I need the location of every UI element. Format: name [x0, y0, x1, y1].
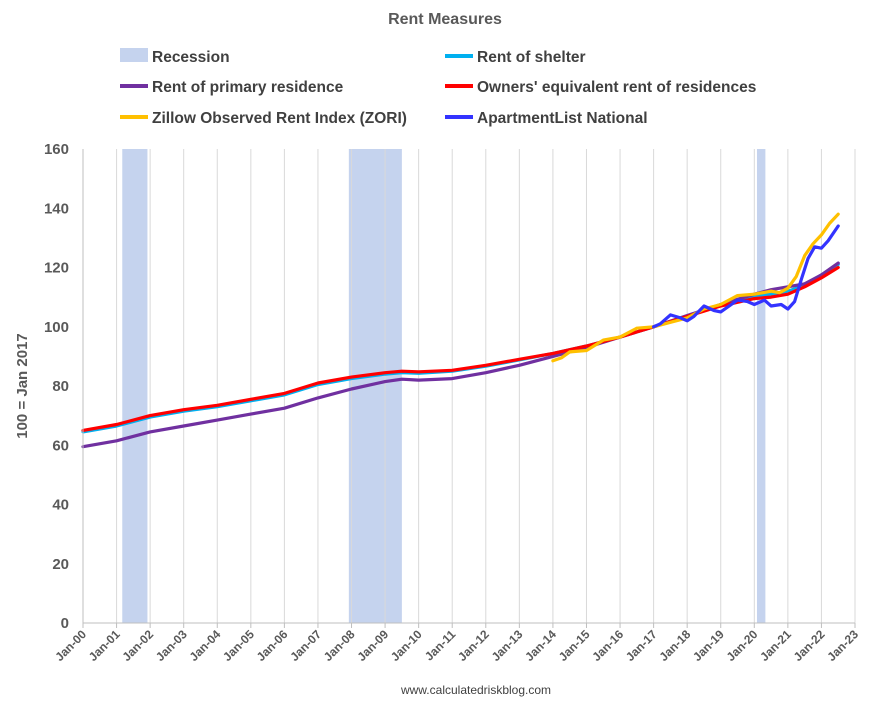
x-tick-label: Jan-05 — [220, 627, 257, 664]
recession-band — [756, 149, 766, 623]
x-tick-label: Jan-15 — [556, 627, 593, 664]
x-tick-label: Jan-20 — [724, 627, 761, 664]
legend-swatch-recession — [120, 48, 148, 62]
series-line-4 — [652, 224, 840, 329]
chart-legend: Recession Rent of shelter Rent of primary … — [120, 48, 756, 127]
series-line-3 — [551, 212, 840, 363]
x-tick-label: Jan-23 — [824, 627, 861, 664]
y-tick-label: 40 — [52, 497, 69, 514]
series-line-1 — [81, 261, 840, 449]
y-tick-label: 100 — [44, 319, 69, 336]
x-tick-label: Jan-17 — [623, 627, 660, 664]
x-tick-label: Jan-03 — [153, 627, 190, 664]
axes — [82, 149, 855, 624]
y-tick-label: 140 — [44, 200, 69, 217]
y-tick-label: 160 — [44, 141, 69, 158]
x-tick-label: Jan-02 — [119, 627, 156, 664]
x-tick-label: Jan-12 — [455, 627, 492, 664]
x-tick-label: Jan-01 — [86, 627, 123, 664]
legend-label: Zillow Observed Rent Index (ZORI) — [152, 110, 407, 127]
vertical-gridlines — [82, 149, 856, 628]
source-credit: www.calculatedriskblog.com — [400, 683, 551, 697]
y-tick-labels: 0 20 40 60 80 100 120 140 160 — [44, 141, 69, 632]
x-tick-label: Jan-19 — [690, 627, 727, 664]
y-tick-label: 0 — [61, 615, 69, 632]
recession-band — [122, 149, 148, 623]
x-tick-label: Jan-13 — [489, 627, 526, 664]
x-tick-label: Jan-09 — [354, 627, 391, 664]
recession-bands — [122, 149, 766, 623]
x-tick-label: Jan-14 — [522, 627, 559, 664]
legend-label: Recession — [152, 49, 230, 66]
x-tick-label: Jan-06 — [254, 627, 291, 664]
x-tick-label: Jan-18 — [657, 627, 694, 664]
x-tick-label: Jan-11 — [422, 627, 459, 664]
y-axis-label: 100 = Jan 2017 — [14, 333, 31, 439]
recession-band — [348, 149, 402, 623]
series-lines — [81, 212, 840, 449]
x-tick-label: Jan-07 — [287, 627, 324, 664]
x-tick-label: Jan-10 — [388, 627, 425, 664]
legend-label: Rent of shelter — [477, 49, 586, 66]
y-tick-label: 80 — [52, 378, 69, 395]
x-tick-label: Jan-00 — [52, 627, 89, 664]
series-line-2 — [81, 265, 840, 432]
legend-label: ApartmentList National — [477, 110, 648, 127]
x-tick-label: Jan-16 — [589, 627, 626, 664]
y-tick-label: 60 — [52, 437, 69, 454]
y-tick-label: 20 — [52, 556, 69, 573]
legend-label: Rent of primary residence — [152, 79, 344, 96]
chart-title: Rent Measures — [388, 11, 502, 28]
x-tick-labels: Jan-00Jan-01Jan-02Jan-03Jan-04Jan-05Jan-… — [52, 627, 861, 664]
x-tick-label: Jan-21 — [757, 627, 794, 664]
x-tick-label: Jan-08 — [321, 627, 358, 664]
x-tick-label: Jan-22 — [791, 627, 828, 664]
legend-label: Owners' equivalent rent of residences — [477, 79, 756, 96]
y-tick-label: 120 — [44, 260, 69, 277]
x-tick-label: Jan-04 — [187, 627, 224, 664]
